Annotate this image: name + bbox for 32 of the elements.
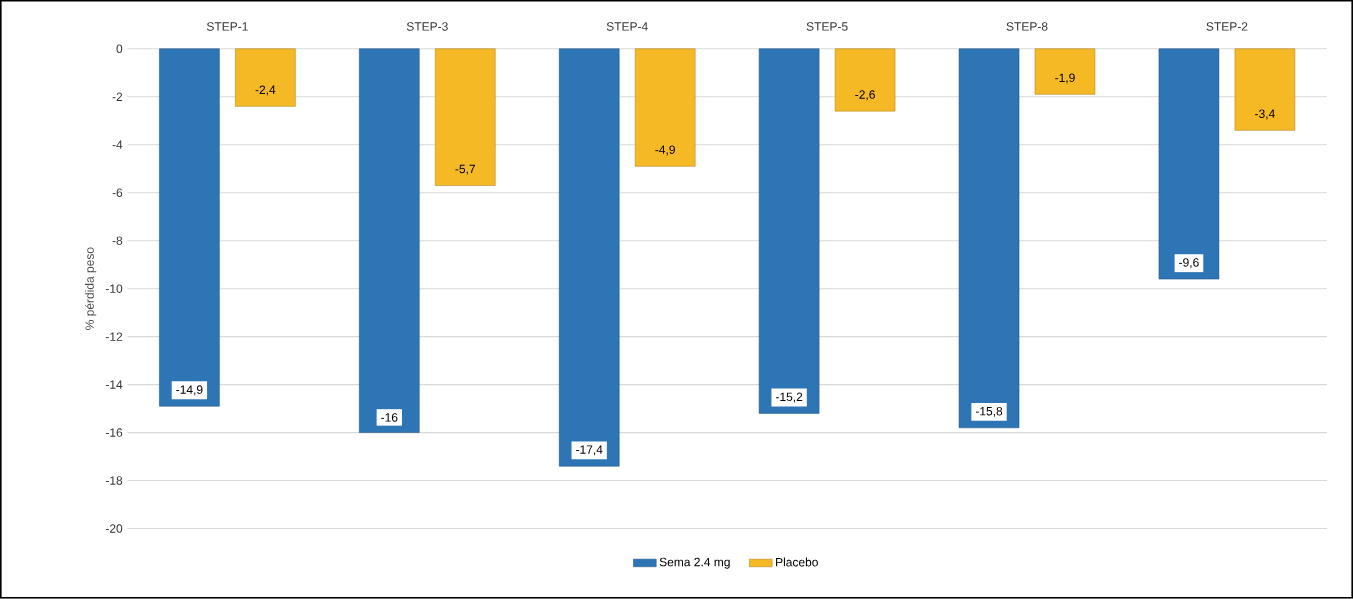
data-label: -2,6 <box>855 90 875 101</box>
data-label: -9,6 <box>1179 258 1199 269</box>
y-tick-label: -20 <box>105 524 123 533</box>
data-label: -16 <box>381 413 398 422</box>
x-tick-label: STEP-4 <box>606 22 648 31</box>
y-tick-label: -4 <box>112 140 123 150</box>
legend-label: Sema 2.4 mg <box>659 557 730 569</box>
y-tick-label: -12 <box>105 332 123 341</box>
y-axis-title: % pérdida peso <box>84 247 97 331</box>
x-tick-label: STEP-5 <box>806 22 848 31</box>
data-label: -15,8 <box>975 407 1003 418</box>
data-label: -4,9 <box>655 145 675 156</box>
data-label: -1,9 <box>1055 73 1075 84</box>
x-tick-label: STEP-3 <box>406 22 448 31</box>
y-tick-label: -16 <box>105 428 123 438</box>
y-tick-label: -2 <box>112 92 123 102</box>
y-tick-label: -8 <box>112 236 123 246</box>
data-label: -3,4 <box>1255 109 1275 120</box>
x-tick-label: STEP-2 <box>1206 22 1248 31</box>
data-label: -5,7 <box>455 164 475 175</box>
y-tick-label: 0 <box>116 44 123 54</box>
x-tick-label: STEP-1 <box>206 22 248 31</box>
y-tick-label: -6 <box>112 188 123 198</box>
data-label: -15,2 <box>776 392 803 403</box>
y-tick-label: -14 <box>105 380 123 389</box>
y-tick-label: -18 <box>105 476 123 485</box>
data-label: -17,4 <box>576 445 603 456</box>
data-label: -14,9 <box>176 385 203 396</box>
y-tick-label: -10 <box>105 284 123 294</box>
legend-label: Placebo <box>776 557 818 567</box>
x-tick-label: STEP-8 <box>1006 22 1048 31</box>
data-label: -2,4 <box>255 85 276 96</box>
